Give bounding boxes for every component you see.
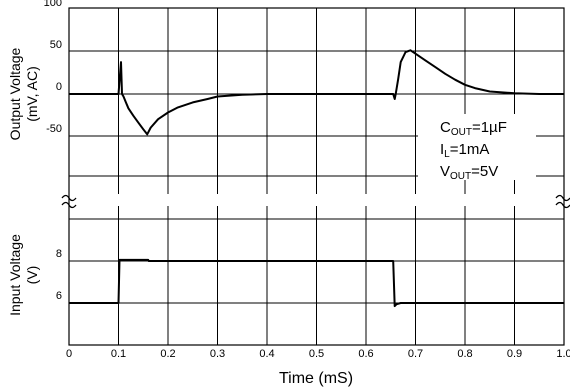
x-tick-label: 0.1 [111, 348, 126, 360]
tick-labels: 0 0.1 0.2 0.3 0.4 0.5 0.6 0.7 0.8 0.9 1.0 100 50 0 -50… [44, 0, 570, 360]
output-y-tick-label: 0 [56, 81, 62, 93]
input-ylabel-line2: (V) [24, 266, 40, 285]
x-tick-label: 0.5 [309, 348, 324, 360]
output-ylabel-line2: (mV, AC) [24, 66, 40, 122]
x-tick-label: 0.3 [210, 348, 225, 360]
axis-break-squiggle [555, 201, 570, 209]
output-voltage-trace [69, 49, 564, 136]
x-tick-label: 0.9 [507, 348, 522, 360]
input-ylabel-line1: Input Voltage [7, 234, 23, 316]
x-tick-label: 0.2 [160, 348, 175, 360]
axis-break-gap [50, 194, 570, 206]
x-tick-label: 1.0 [556, 348, 570, 360]
output-y-tick-label: 100 [44, 0, 62, 9]
input-y-tick-label: 8 [56, 248, 62, 260]
output-y-tick-label: -50 [46, 123, 62, 135]
input-y-tick-label: 6 [56, 290, 62, 302]
x-tick-label: 0.8 [457, 348, 472, 360]
x-tick-label: 0.4 [259, 348, 274, 360]
output-y-tick-label: 50 [50, 39, 62, 51]
output-ylabel-line1: Output Voltage [7, 47, 23, 140]
plot-frame [68, 7, 565, 346]
annotation-vout: VOUT=5V [440, 163, 498, 182]
annotation-il: IL=1mA [440, 141, 489, 160]
traces [69, 49, 564, 308]
x-tick-label: 0.7 [408, 348, 423, 360]
x-axis-label: Time (mS) [279, 370, 353, 387]
annotation-box [418, 114, 536, 180]
axis-break-marks [50, 194, 570, 209]
annotation-cout: COUT=1µF [440, 119, 507, 138]
axis-break-squiggle [555, 194, 570, 202]
input-voltage-trace [69, 258, 564, 308]
x-tick-label: 0 [66, 348, 72, 360]
x-tick-label: 0.6 [358, 348, 373, 360]
